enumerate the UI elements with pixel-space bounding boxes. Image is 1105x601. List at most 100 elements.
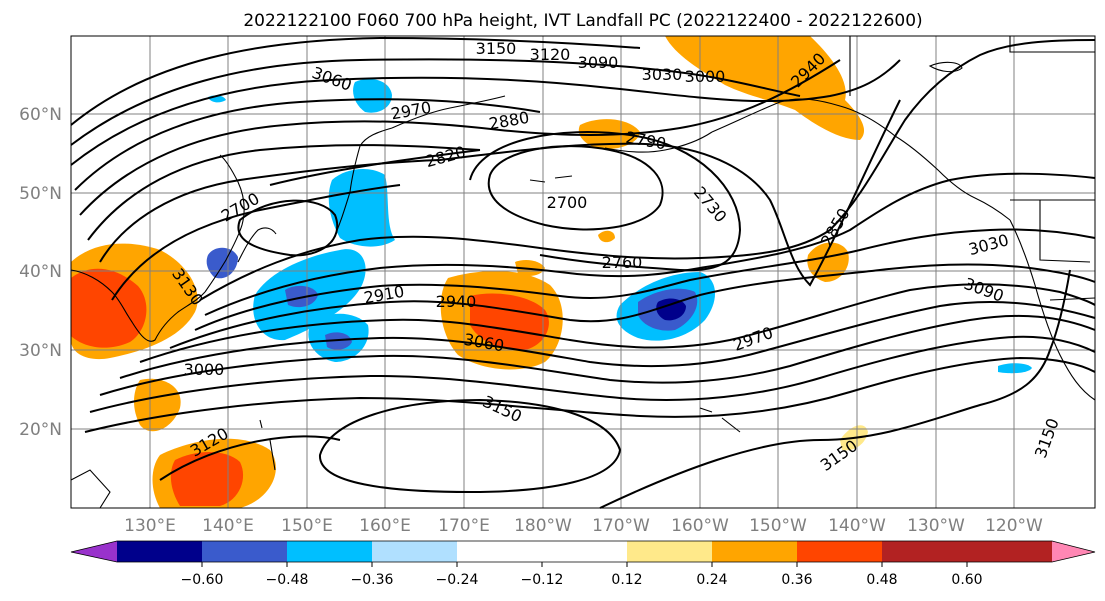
colorbar-segment	[797, 541, 882, 562]
colorbar-segment	[117, 541, 202, 562]
cb-tick-label: 0.12	[611, 572, 642, 588]
contour-line	[194, 228, 1096, 331]
contour-line	[84, 356, 1096, 433]
contour-line	[119, 301, 1096, 379]
cb-tick-label: −0.24	[436, 572, 479, 588]
contour-line	[70, 58, 801, 146]
contour-label: 3150	[476, 39, 517, 58]
island-chain	[699, 407, 741, 433]
colorbar-outline	[70, 540, 1096, 563]
latitude-labels: 60°N 50°N 40°N 30°N 20°N	[19, 105, 62, 440]
cb-tick-label: 0.60	[951, 572, 982, 588]
lake	[928, 61, 963, 73]
map-frame	[70, 35, 1096, 509]
colorbar-segment	[372, 541, 457, 562]
contour-line	[169, 263, 1096, 349]
height-contours	[70, 36, 1096, 509]
lon-label: 140°E	[202, 516, 254, 536]
border	[1049, 297, 1096, 301]
contour-label: 3090	[578, 53, 619, 72]
contour-line	[199, 39, 1096, 301]
map-title: 2022122100 F060 700 hPa height, IVT Land…	[243, 11, 922, 31]
negative-ivt-region	[353, 78, 392, 113]
longitude-labels: 130°E 140°E 150°E 160°E 170°E 180°W 170°…	[124, 516, 1043, 536]
contour-line	[159, 435, 341, 481]
coastline	[237, 227, 277, 263]
colorbar-ticks: −0.60 −0.48 −0.36 −0.24 −0.12 0.12 0.24 …	[181, 562, 983, 588]
colorbar-segment	[542, 541, 627, 562]
border	[1039, 200, 1091, 263]
contour-line	[111, 184, 401, 301]
lon-label: 120°W	[985, 516, 1043, 536]
contour-label: 3030	[642, 65, 683, 84]
contour-line	[89, 335, 1096, 413]
cb-tick-label: −0.60	[181, 572, 224, 588]
negative-ivt-core	[325, 332, 352, 350]
colorbar-segment	[712, 541, 797, 562]
contour-line	[599, 269, 1071, 509]
cb-tick-label: −0.48	[266, 572, 309, 588]
contour-line-low	[487, 145, 664, 231]
lon-label: 140°W	[828, 516, 886, 536]
contour-line	[74, 98, 541, 191]
cb-tick-label: −0.12	[521, 572, 564, 588]
contour-label: 2700	[547, 193, 588, 212]
contour-line	[70, 59, 901, 166]
negative-ivt-max	[656, 298, 686, 321]
contour-label: 2940	[436, 292, 477, 311]
coastline	[604, 131, 713, 153]
contour-line	[70, 36, 641, 126]
contour-line	[87, 144, 481, 241]
cb-tick-label: −0.36	[351, 572, 394, 588]
colorbar-segment	[202, 541, 287, 562]
lon-label: 170°E	[438, 516, 490, 536]
lon-label: 160°W	[671, 516, 729, 536]
cb-tick-label: 0.24	[696, 572, 727, 588]
map-panel: 3150 3120 3090 3030 3000 2940 3060 2970 …	[70, 35, 1096, 509]
contour-line	[79, 59, 841, 216]
colorbar-extend-low	[71, 541, 117, 562]
contour-line-high	[318, 398, 622, 494]
contour-label: 3000	[685, 67, 726, 86]
lon-label: 170°W	[592, 516, 650, 536]
lat-label: 50°N	[19, 184, 62, 204]
colorbar-segment	[882, 541, 967, 562]
border	[1009, 36, 1095, 53]
contour-line	[99, 314, 1096, 396]
lon-label: 180°W	[514, 516, 572, 536]
colorbar-segment	[457, 541, 542, 562]
colorbar-segment	[287, 541, 372, 562]
colorbar-segment	[627, 541, 712, 562]
positive-ivt-core	[170, 452, 244, 506]
contour-line	[269, 149, 481, 186]
lon-label: 150°W	[749, 516, 807, 536]
island	[529, 175, 573, 183]
lon-label: 130°E	[124, 516, 176, 536]
lon-label: 130°W	[907, 516, 965, 536]
contour-line	[204, 172, 1096, 316]
lat-label: 20°N	[19, 420, 62, 440]
contour-label: 3000	[184, 360, 225, 379]
contour-line	[139, 283, 1096, 363]
lon-label: 160°E	[359, 516, 411, 536]
contour-line	[99, 99, 901, 287]
cb-tick-label: 0.36	[781, 572, 812, 588]
coastline	[391, 95, 506, 129]
colorbar	[70, 540, 1096, 563]
contour-line	[469, 131, 742, 272]
coastline	[204, 154, 245, 293]
contour-label: 3120	[530, 45, 571, 64]
coastline	[70, 269, 206, 342]
colorbar-segment	[967, 541, 1052, 562]
contour-line-low	[237, 199, 339, 257]
contour-label: 2760	[602, 253, 643, 272]
colorbar-extend-high	[1052, 541, 1095, 562]
coastline	[894, 135, 1011, 221]
cb-tick-label: 0.48	[866, 572, 897, 588]
positive-ivt-region	[598, 230, 615, 243]
island	[259, 419, 276, 471]
lat-label: 30°N	[19, 341, 62, 361]
lon-label: 150°E	[281, 516, 333, 536]
negative-ivt-region	[998, 363, 1032, 374]
